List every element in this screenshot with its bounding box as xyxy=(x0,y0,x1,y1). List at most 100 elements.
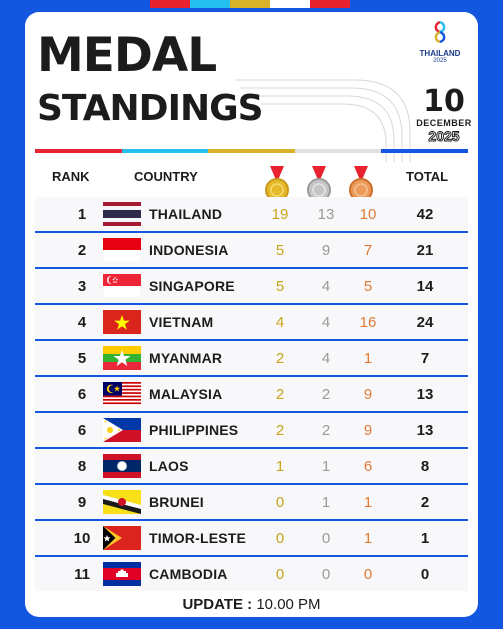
rank-cell: 8 xyxy=(77,458,87,475)
bronze-count: 0 xyxy=(363,566,373,583)
silver-count: 4 xyxy=(321,278,331,295)
philippines-flag-icon xyxy=(103,418,141,442)
country-name: MYANMAR xyxy=(149,350,223,366)
total-count: 13 xyxy=(416,386,434,403)
timor-leste-flag-icon xyxy=(103,526,141,550)
silver-count: 0 xyxy=(321,530,331,547)
gold-medal-icon xyxy=(265,166,289,202)
table-row: 6 MALAYSIA 2 2 9 13 xyxy=(35,377,468,413)
rank-cell: 9 xyxy=(77,494,87,511)
total-count: 24 xyxy=(416,314,434,331)
silver-medal-icon xyxy=(307,166,331,202)
cambodia-flag-icon xyxy=(103,562,141,586)
table-row: 6 PHILIPPINES 2 2 9 13 xyxy=(35,413,468,449)
silver-count: 2 xyxy=(321,422,331,439)
silver-count: 9 xyxy=(321,242,331,259)
country-name: LAOS xyxy=(149,458,189,474)
country-name: VIETNAM xyxy=(149,314,214,330)
logo-brand: THAILAND xyxy=(419,49,461,58)
table-row: 5 MYANMAR 2 4 1 7 xyxy=(35,341,468,377)
total-count: 8 xyxy=(420,458,430,475)
bronze-medal-icon xyxy=(349,166,373,202)
date-year: 2025 xyxy=(428,128,460,145)
gold-count: 5 xyxy=(275,242,285,259)
bronze-count: 9 xyxy=(363,422,373,439)
total-count: 13 xyxy=(416,422,434,439)
bronze-count: 5 xyxy=(363,278,373,295)
rank-cell: 3 xyxy=(77,278,87,295)
country-name: MALAYSIA xyxy=(149,386,223,402)
header-divider xyxy=(35,149,468,153)
bronze-count: 9 xyxy=(363,386,373,403)
standings-card: MEDAL STANDINGS THAILAND 2025 10 DECEMBE… xyxy=(25,12,478,617)
gold-count: 2 xyxy=(275,422,285,439)
country-name: CAMBODIA xyxy=(149,566,228,582)
bronze-count: 1 xyxy=(363,350,373,367)
country-name: BRUNEI xyxy=(149,494,204,510)
rank-cell: 11 xyxy=(74,566,90,583)
total-count: 0 xyxy=(420,566,430,583)
title-line-2: STANDINGS xyxy=(37,88,264,129)
update-footer: UPDATE : 10.00 PM xyxy=(25,596,478,613)
bronze-count: 1 xyxy=(363,530,373,547)
column-header-rank: RANK xyxy=(52,169,90,184)
table-row: 4 VIETNAM 4 4 16 24 xyxy=(35,305,468,341)
gold-count: 2 xyxy=(275,386,285,403)
brunei-flag-icon xyxy=(103,490,141,514)
country-name: PHILIPPINES xyxy=(149,422,239,438)
silver-count: 1 xyxy=(321,494,331,511)
singapore-flag-icon xyxy=(103,274,141,298)
column-header-country: COUNTRY xyxy=(134,169,198,184)
silver-count: 13 xyxy=(317,206,335,223)
update-label: UPDATE : xyxy=(182,596,253,613)
table-row: 10 TIMOR-LESTE 0 0 1 1 xyxy=(35,521,468,557)
bronze-count: 1 xyxy=(363,494,373,511)
thailand-flag-icon xyxy=(103,202,141,226)
table-row: 11 CAMBODIA 0 0 0 0 xyxy=(35,557,468,591)
title-line-1: MEDAL xyxy=(37,28,217,83)
table-row: 8 LAOS 1 1 6 8 xyxy=(35,449,468,485)
malaysia-flag-icon xyxy=(103,382,141,406)
laos-flag-icon xyxy=(103,454,141,478)
rank-cell: 6 xyxy=(77,386,87,403)
country-name: TIMOR-LESTE xyxy=(149,530,247,546)
total-count: 2 xyxy=(420,494,430,511)
table-row: 9 BRUNEI 0 1 1 2 xyxy=(35,485,468,521)
country-name: THAILAND xyxy=(149,206,223,222)
silver-count: 2 xyxy=(321,386,331,403)
update-time: 10.00 PM xyxy=(256,596,321,613)
total-count: 21 xyxy=(416,242,434,259)
total-count: 42 xyxy=(416,206,434,223)
rank-cell: 4 xyxy=(77,314,87,331)
bronze-count: 10 xyxy=(359,206,377,223)
gold-count: 1 xyxy=(275,458,285,475)
rank-cell: 5 xyxy=(77,350,87,367)
rank-cell: 1 xyxy=(77,206,87,223)
gold-count: 19 xyxy=(271,206,289,223)
silver-count: 4 xyxy=(321,350,331,367)
bronze-count: 16 xyxy=(359,314,377,331)
logo-year: 2025 xyxy=(433,58,447,64)
rank-cell: 6 xyxy=(77,422,87,439)
date-block: 10 DECEMBER 2025 xyxy=(413,84,475,145)
total-count: 1 xyxy=(420,530,430,547)
vietnam-flag-icon xyxy=(103,310,141,334)
gold-count: 5 xyxy=(275,278,285,295)
indonesia-flag-icon xyxy=(103,238,141,262)
gold-count: 0 xyxy=(275,494,285,511)
silver-count: 1 xyxy=(321,458,331,475)
country-name: SINGAPORE xyxy=(149,278,235,294)
gold-count: 0 xyxy=(275,530,285,547)
date-day: 10 xyxy=(423,84,465,119)
table-row: 2 INDONESIA 5 9 7 21 xyxy=(35,233,468,269)
silver-count: 0 xyxy=(321,566,331,583)
total-count: 14 xyxy=(416,278,434,295)
rank-cell: 2 xyxy=(77,242,87,259)
total-count: 7 xyxy=(420,350,430,367)
table-row: 1 THAILAND 19 13 10 42 xyxy=(35,197,468,233)
myanmar-flag-icon xyxy=(103,346,141,370)
gold-count: 2 xyxy=(275,350,285,367)
games-emblem-icon xyxy=(434,20,446,44)
table-row: 3 SINGAPORE 5 4 5 14 xyxy=(35,269,468,305)
country-name: INDONESIA xyxy=(149,242,229,258)
